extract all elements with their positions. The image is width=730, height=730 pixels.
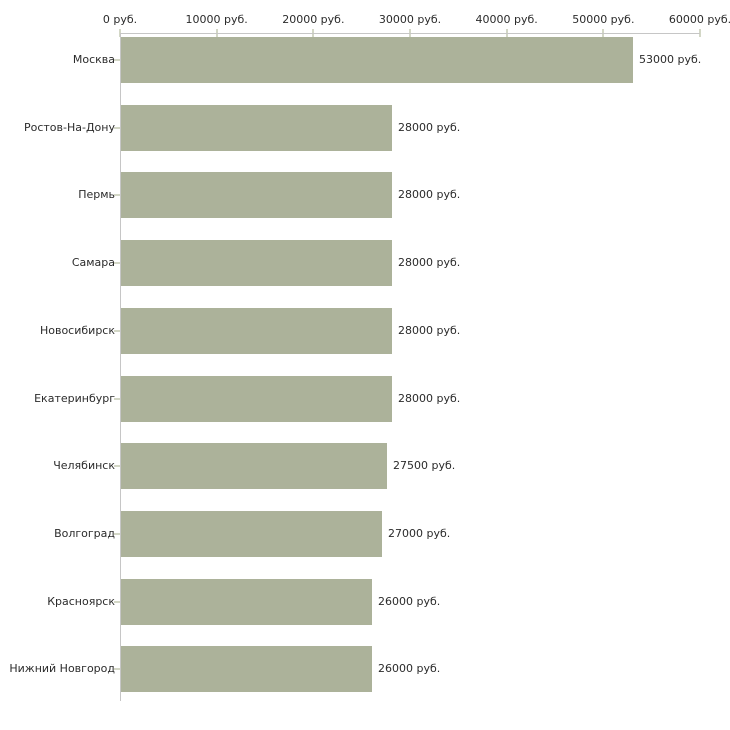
x-axis-tick-label: 40000 руб.	[475, 13, 538, 26]
bar	[121, 104, 392, 151]
bar	[121, 37, 633, 83]
category-label: Нижний Новгород	[9, 662, 115, 676]
bar	[121, 172, 392, 219]
y-axis-tick-mark	[114, 194, 120, 197]
category-label: Ростов-На-Дону	[23, 120, 115, 134]
x-axis-tick-label: 60000 руб.	[668, 13, 730, 26]
value-label: 27000 руб.	[388, 526, 451, 540]
value-label: 28000 руб.	[398, 120, 461, 134]
category-label: Пермь	[78, 188, 115, 202]
x-axis-line	[120, 33, 700, 34]
category-label: Москва	[72, 53, 115, 66]
bar	[121, 443, 387, 490]
category-label: Екатеринбург	[34, 391, 115, 405]
y-axis-tick-mark	[114, 532, 120, 535]
x-axis-tick-label: 10000 руб.	[185, 13, 248, 26]
bar	[121, 578, 372, 625]
category-label: Челябинск	[53, 459, 115, 473]
category-label: Красноярск	[47, 594, 115, 608]
value-label: 28000 руб.	[398, 188, 461, 202]
bar	[121, 646, 372, 693]
x-axis-tick-label: 50000 руб.	[572, 13, 635, 26]
x-axis-tick-label: 0 руб.	[102, 13, 138, 26]
y-axis-tick-mark	[114, 126, 120, 129]
value-label: 28000 руб.	[398, 323, 461, 337]
x-axis-tick-label: 30000 руб.	[378, 13, 442, 26]
value-label: 27500 руб.	[393, 459, 456, 473]
y-axis-tick-mark	[114, 262, 120, 265]
value-label: 26000 руб.	[378, 662, 441, 676]
y-axis-tick-mark	[114, 600, 120, 603]
value-label: 28000 руб.	[398, 391, 461, 405]
y-axis-tick-mark	[114, 465, 120, 468]
bar	[121, 375, 392, 422]
bar	[121, 307, 392, 354]
value-label: 26000 руб.	[378, 594, 441, 608]
category-label: Волгоград	[54, 526, 115, 540]
bar	[121, 240, 392, 287]
x-axis-tick-label: 20000 руб.	[282, 13, 345, 26]
x-axis-tick-mark	[699, 29, 701, 37]
y-axis-tick-mark	[114, 668, 120, 671]
category-label: Новосибирск	[39, 323, 115, 337]
bar	[121, 510, 382, 557]
category-label: Самара	[71, 256, 115, 270]
y-axis-tick-mark	[114, 397, 120, 400]
value-label: 28000 руб.	[398, 256, 461, 270]
y-axis-tick-mark	[114, 59, 120, 61]
y-axis-tick-mark	[114, 329, 120, 332]
y-axis-line	[120, 33, 121, 701]
value-label: 53000 руб.	[639, 53, 702, 66]
